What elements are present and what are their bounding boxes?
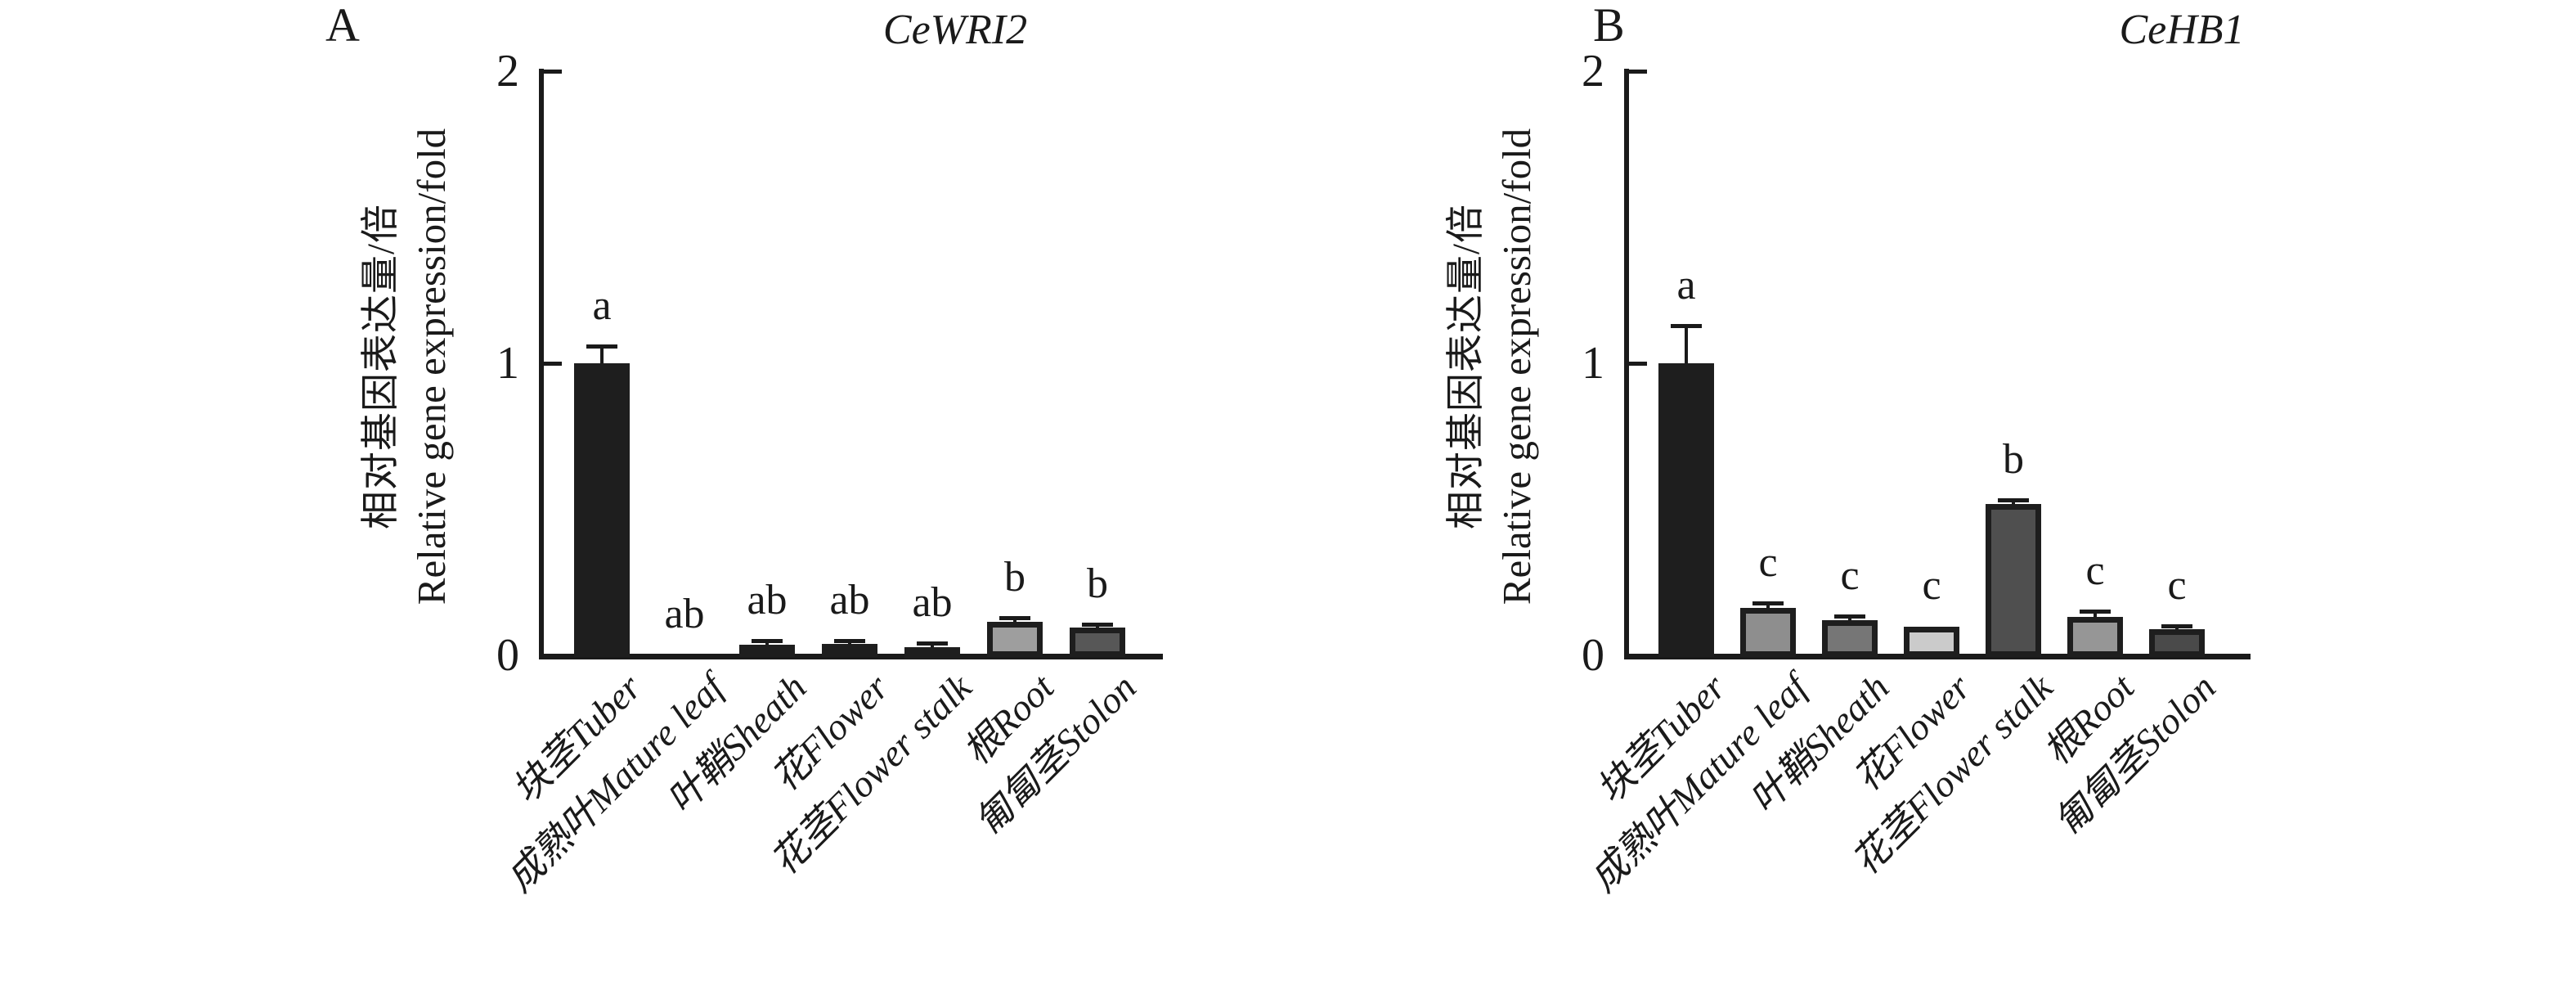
- bar-1: [1658, 363, 1714, 657]
- bar-7: [1070, 628, 1125, 657]
- y-tick-mark: [544, 362, 562, 366]
- chart-title-cehb1: CeHB1: [2119, 7, 2245, 53]
- error-bar-line: [1848, 617, 1851, 620]
- y-tick-mark: [544, 70, 562, 74]
- y-tick-label: 0: [496, 630, 519, 681]
- chart-title-cewri2: CeWRI2: [882, 7, 1028, 53]
- bar-4: [822, 644, 877, 657]
- error-bar-cap: [752, 639, 783, 643]
- significance-letter: c: [1840, 552, 1860, 599]
- bar-3: [739, 645, 795, 657]
- significance-letter: ab: [664, 591, 705, 637]
- bar-2: [1740, 608, 1796, 657]
- error-bar-cap: [834, 639, 865, 643]
- error-bar-line: [1685, 326, 1688, 363]
- significance-letter: a: [592, 282, 612, 329]
- bar-5: [1986, 504, 2041, 657]
- bar-3: [1822, 620, 1878, 657]
- error-bar-cap: [1998, 498, 2029, 502]
- significance-letter: c: [1922, 562, 1941, 609]
- error-bar-cap: [999, 616, 1030, 620]
- error-bar-cap: [917, 641, 948, 646]
- panel-letter-b: B: [1593, 0, 1625, 52]
- significance-letter: ab: [829, 577, 870, 623]
- significance-letter: c: [2167, 562, 2187, 609]
- significance-letter: b: [1004, 554, 1025, 601]
- significance-letter: c: [2085, 547, 2105, 594]
- significance-letter: ab: [747, 577, 788, 623]
- significance-letter: b: [1087, 560, 1108, 607]
- error-bar-cap: [1671, 324, 1702, 328]
- y-axis-line: [539, 69, 544, 659]
- y-tick-label: 2: [496, 46, 519, 97]
- y-tick-label: 1: [496, 338, 519, 389]
- error-bar-line: [1766, 604, 1770, 608]
- bar-7: [2149, 629, 2205, 657]
- bar-6: [987, 622, 1043, 657]
- bar-5: [904, 647, 960, 659]
- significance-letter: ab: [912, 579, 953, 626]
- bar-1: [574, 363, 630, 657]
- bar-6: [2067, 617, 2123, 657]
- error-bar-cap: [2080, 610, 2111, 614]
- error-bar-cap: [1834, 614, 1865, 619]
- y-axis-line: [1624, 69, 1629, 659]
- y-tick-label: 0: [1582, 630, 1604, 681]
- significance-letter: c: [1758, 539, 1778, 586]
- error-bar-line: [765, 641, 769, 645]
- error-bar-line: [1013, 619, 1016, 622]
- error-bar-cap: [1752, 601, 1784, 605]
- y-tick-label: 1: [1582, 338, 1604, 389]
- significance-letter: b: [2003, 436, 2024, 483]
- error-bar-line: [931, 644, 934, 647]
- panel-letter-a: A: [325, 0, 360, 52]
- error-bar-cap: [2161, 624, 2192, 628]
- error-bar-line: [2012, 501, 2015, 504]
- bar-4: [1904, 627, 1959, 657]
- y-tick-label: 2: [1582, 46, 1604, 97]
- significance-letter: a: [1676, 262, 1696, 308]
- error-bar-line: [2094, 612, 2097, 617]
- error-bar-line: [600, 347, 604, 363]
- error-bar-cap: [586, 344, 617, 349]
- y-tick-mark: [1629, 70, 1647, 74]
- error-bar-cap: [1082, 623, 1113, 627]
- y-tick-mark: [1629, 362, 1647, 366]
